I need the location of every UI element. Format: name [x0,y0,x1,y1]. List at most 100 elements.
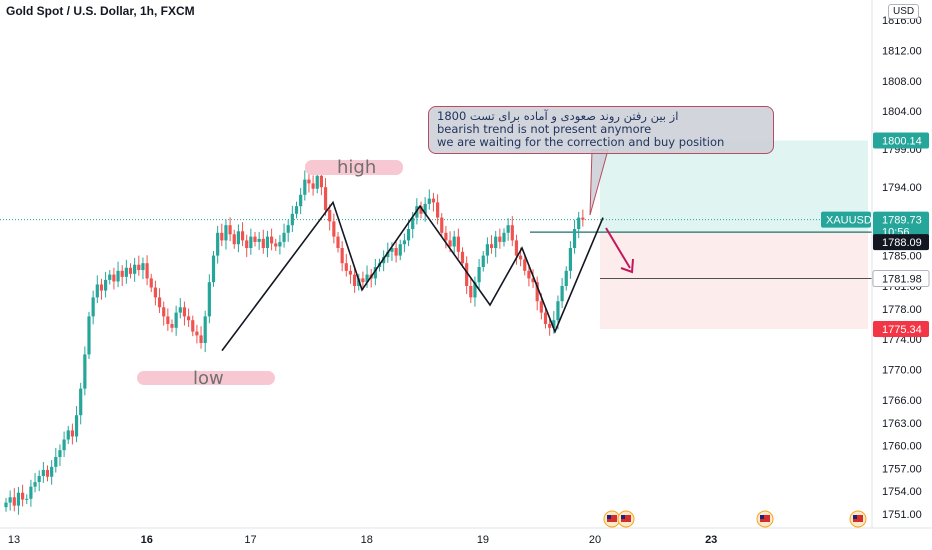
candle-body [460,251,465,264]
candle-body [95,284,99,298]
arrow-head-icon [620,258,634,274]
candle-body [162,307,166,317]
candle-body [294,206,299,214]
candle-body [502,232,506,242]
time-tick-label: 16 [141,534,153,546]
candle-body [552,320,556,328]
flag-icon [853,515,863,522]
candle-body [336,236,340,248]
candle-body [465,263,469,286]
candle-body [29,486,33,499]
candle-body [523,259,527,271]
candle-body [182,307,187,317]
candle-body [353,274,357,286]
time-tick-label: 23 [705,534,717,546]
annotation-note[interactable]: از بین رفتن روند صعودی و آماده برای تست … [428,106,774,154]
price-tick-label: 1808.00 [882,76,922,88]
price-tick-label: 1760.00 [882,441,922,453]
candle-body [427,198,431,204]
time-tick-label: 13 [8,534,20,546]
candle-body [448,240,452,247]
flag-icon [760,515,770,522]
candle-body [419,206,423,214]
target-tag: 1800.14 [882,136,922,148]
candle-body [170,324,174,328]
candle-body [411,217,415,229]
candle-body [112,274,116,282]
symbol-tag-bg [821,211,871,228]
candle-body [124,267,128,277]
candle-body [489,244,494,248]
candle-body [203,316,207,343]
candle-body [456,236,460,252]
candle-body [568,248,572,271]
candle-body [45,469,50,477]
candle-body [253,236,257,242]
candle-body [340,248,344,264]
candle-body [548,324,552,328]
candle-body [481,255,485,267]
candle-body [469,286,473,298]
candle-body [145,263,149,279]
candle-body [560,286,564,302]
candle-body [211,255,216,283]
candle-body [282,232,286,242]
candle-body [99,284,104,291]
candle-body [485,244,489,256]
candle-body [120,270,124,277]
candle-body [207,282,211,317]
candle-body [149,278,153,288]
candle-body [386,251,390,258]
candle-body [290,213,294,226]
candle-body [166,316,170,324]
candle-body [382,257,386,264]
candle-body [108,274,112,280]
candle-body [8,497,12,503]
candle-body [510,225,514,241]
candle-body [128,267,133,274]
price-tick-label: 1804.00 [882,106,922,118]
price-tick-label: 1766.00 [882,395,922,407]
candle-body [319,175,323,188]
candle-body [577,217,581,229]
candle-body [153,287,157,298]
candle-body [315,175,319,189]
candle-body [556,301,560,321]
candle-body [33,482,37,487]
high-label: high [337,157,376,178]
candle-body [543,312,548,324]
level-tag-bg [872,270,930,288]
candle-body [278,241,282,247]
candle-body [220,232,224,241]
candle-body [535,282,539,302]
candle-body [477,267,481,283]
candle-body [12,497,16,506]
price-tick-label: 1763.00 [882,418,922,430]
candle-body [228,225,232,235]
symbol-title: Gold Spot / U.S. Dollar, 1h, FXCM [6,4,195,18]
price-tick-label: 1751.00 [882,509,922,521]
candle-body [187,316,191,321]
candle-body [137,264,141,271]
candle-body [436,202,440,218]
time-axis: 13 16 17 18 19 20 23 [0,527,932,546]
candle-body [70,430,74,437]
candle-body [498,236,502,242]
price-tick-label: 1757.00 [882,463,922,475]
candle-body [494,236,498,248]
candle-body [344,263,348,271]
candle-body [216,232,220,256]
currency-button[interactable]: USD [888,4,920,19]
candle-body [452,236,456,247]
candle-body [274,243,278,247]
candle-body [195,331,199,336]
candle-body [141,263,145,271]
symbol-tag: XAUUSD [826,215,872,227]
candle-body [365,274,369,283]
candle-body [116,270,120,282]
candle-body [270,236,274,244]
price-tick-label: 1754.00 [882,486,922,498]
candle-body [240,231,245,241]
